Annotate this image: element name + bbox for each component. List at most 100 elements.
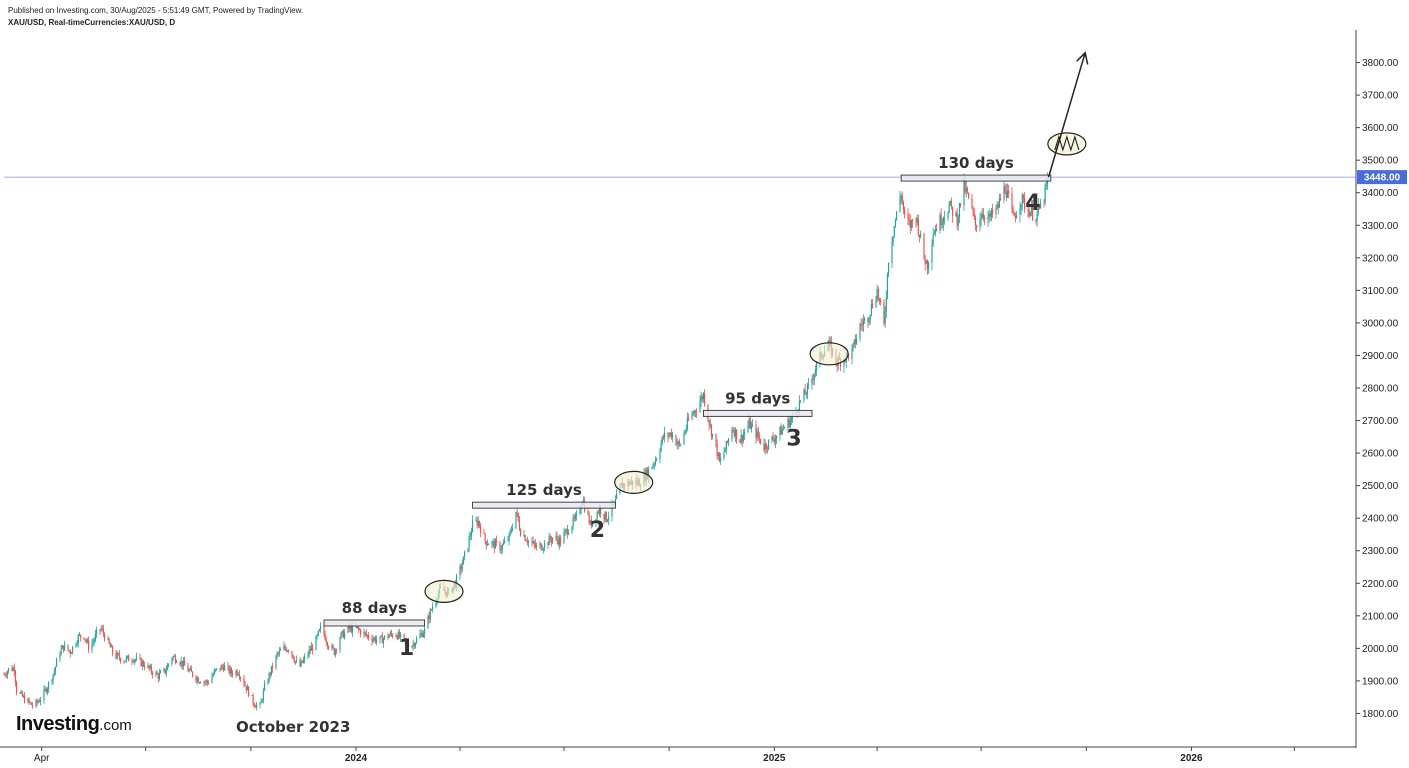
candle-body (611, 503, 613, 517)
candle-body (862, 320, 865, 326)
candle-body (999, 198, 1002, 201)
candle-body (878, 298, 881, 301)
candle-body (574, 515, 577, 519)
candle-body (285, 648, 287, 652)
candle-body (971, 197, 973, 209)
candle-body (222, 666, 225, 671)
candle-body (516, 511, 518, 514)
candle-body (907, 214, 909, 219)
candle-body (189, 668, 191, 671)
candle-body (598, 506, 601, 514)
candle-body (182, 660, 185, 667)
candle-body (342, 630, 345, 638)
candle-body (36, 700, 38, 703)
candle-body (548, 536, 550, 546)
candle-body (460, 566, 462, 570)
candle-body (102, 628, 105, 634)
candle-body (477, 520, 479, 526)
candle-body (887, 262, 890, 274)
candle-body (341, 630, 343, 633)
candle-body (396, 635, 398, 639)
candle-body (244, 684, 246, 686)
candle-body (1022, 194, 1025, 199)
candle-body (196, 678, 198, 681)
candle-body (334, 649, 337, 655)
candle-body (294, 661, 297, 663)
candle-body (469, 535, 471, 537)
candle-body (765, 443, 767, 449)
candle-body (533, 541, 535, 545)
highlight-ellipse (809, 342, 849, 366)
candle-body (875, 299, 877, 308)
candle-body (31, 705, 34, 707)
candle-body (725, 441, 727, 450)
candle-body (579, 509, 581, 514)
candle-body (39, 700, 42, 702)
candle-body (877, 288, 879, 299)
annotations-layer: 88 days 1 125 days 2 95 days 3 130 days 4 (323, 51, 1089, 661)
candle-body (476, 520, 478, 526)
candle-body (174, 656, 177, 663)
candle-body (52, 674, 54, 681)
candle-body (995, 207, 997, 215)
candle-body (191, 671, 194, 677)
candle-body (163, 668, 165, 672)
candle-body (571, 526, 573, 533)
candle-body (692, 413, 694, 415)
candle-body (156, 672, 158, 675)
candle-body (987, 216, 989, 220)
candle-body (891, 242, 893, 263)
candle-body (939, 214, 941, 231)
candle-body (669, 432, 671, 435)
x-tick-label: 2025 (763, 753, 786, 764)
candle-body (526, 541, 529, 543)
candle-body (141, 661, 143, 667)
candle-body (311, 646, 314, 651)
candle-body (467, 548, 469, 552)
candle-body (708, 420, 710, 425)
candle-body (885, 297, 887, 312)
candle-body (1028, 209, 1030, 217)
candle-body (253, 703, 255, 707)
candle-body (229, 668, 231, 674)
candle-body (150, 666, 153, 673)
candle-body (237, 674, 239, 676)
candle-body (541, 549, 543, 551)
consolidation-box (472, 501, 616, 509)
candle-body (11, 668, 13, 671)
candle-body (293, 658, 295, 663)
candle-body (852, 343, 854, 349)
candle-body (123, 661, 125, 663)
candle-body (69, 650, 71, 654)
candle-body (223, 665, 226, 671)
candle-body (461, 564, 463, 570)
candle-body (108, 638, 110, 644)
candle-body (463, 551, 466, 557)
candle-body (254, 706, 257, 708)
y-tick-label: 2700.00 (1362, 416, 1399, 427)
publish-info: Published on Investing.com, 30/Aug/2025 … (8, 6, 304, 15)
candle-body (749, 418, 751, 429)
candle-body (589, 520, 591, 524)
x-tick-label: 2024 (345, 753, 368, 764)
current-price-tag (1357, 170, 1407, 185)
candle-body (662, 436, 665, 438)
candle-body (62, 645, 65, 651)
candle-body (523, 535, 525, 536)
candle-body (110, 646, 113, 648)
candle-body (20, 691, 22, 693)
y-tick-label: 2200.00 (1362, 579, 1399, 590)
candle-body (501, 544, 503, 550)
candle-body (814, 370, 817, 375)
candle-body (188, 670, 190, 672)
candle-body (532, 541, 534, 543)
candle-body (175, 662, 178, 664)
candle-body (615, 493, 618, 500)
candle-body (427, 616, 429, 629)
candle-body (964, 179, 966, 192)
candle-body (485, 541, 487, 546)
candle-body (287, 650, 290, 652)
candle-body (854, 339, 857, 344)
candle-body (550, 539, 553, 542)
